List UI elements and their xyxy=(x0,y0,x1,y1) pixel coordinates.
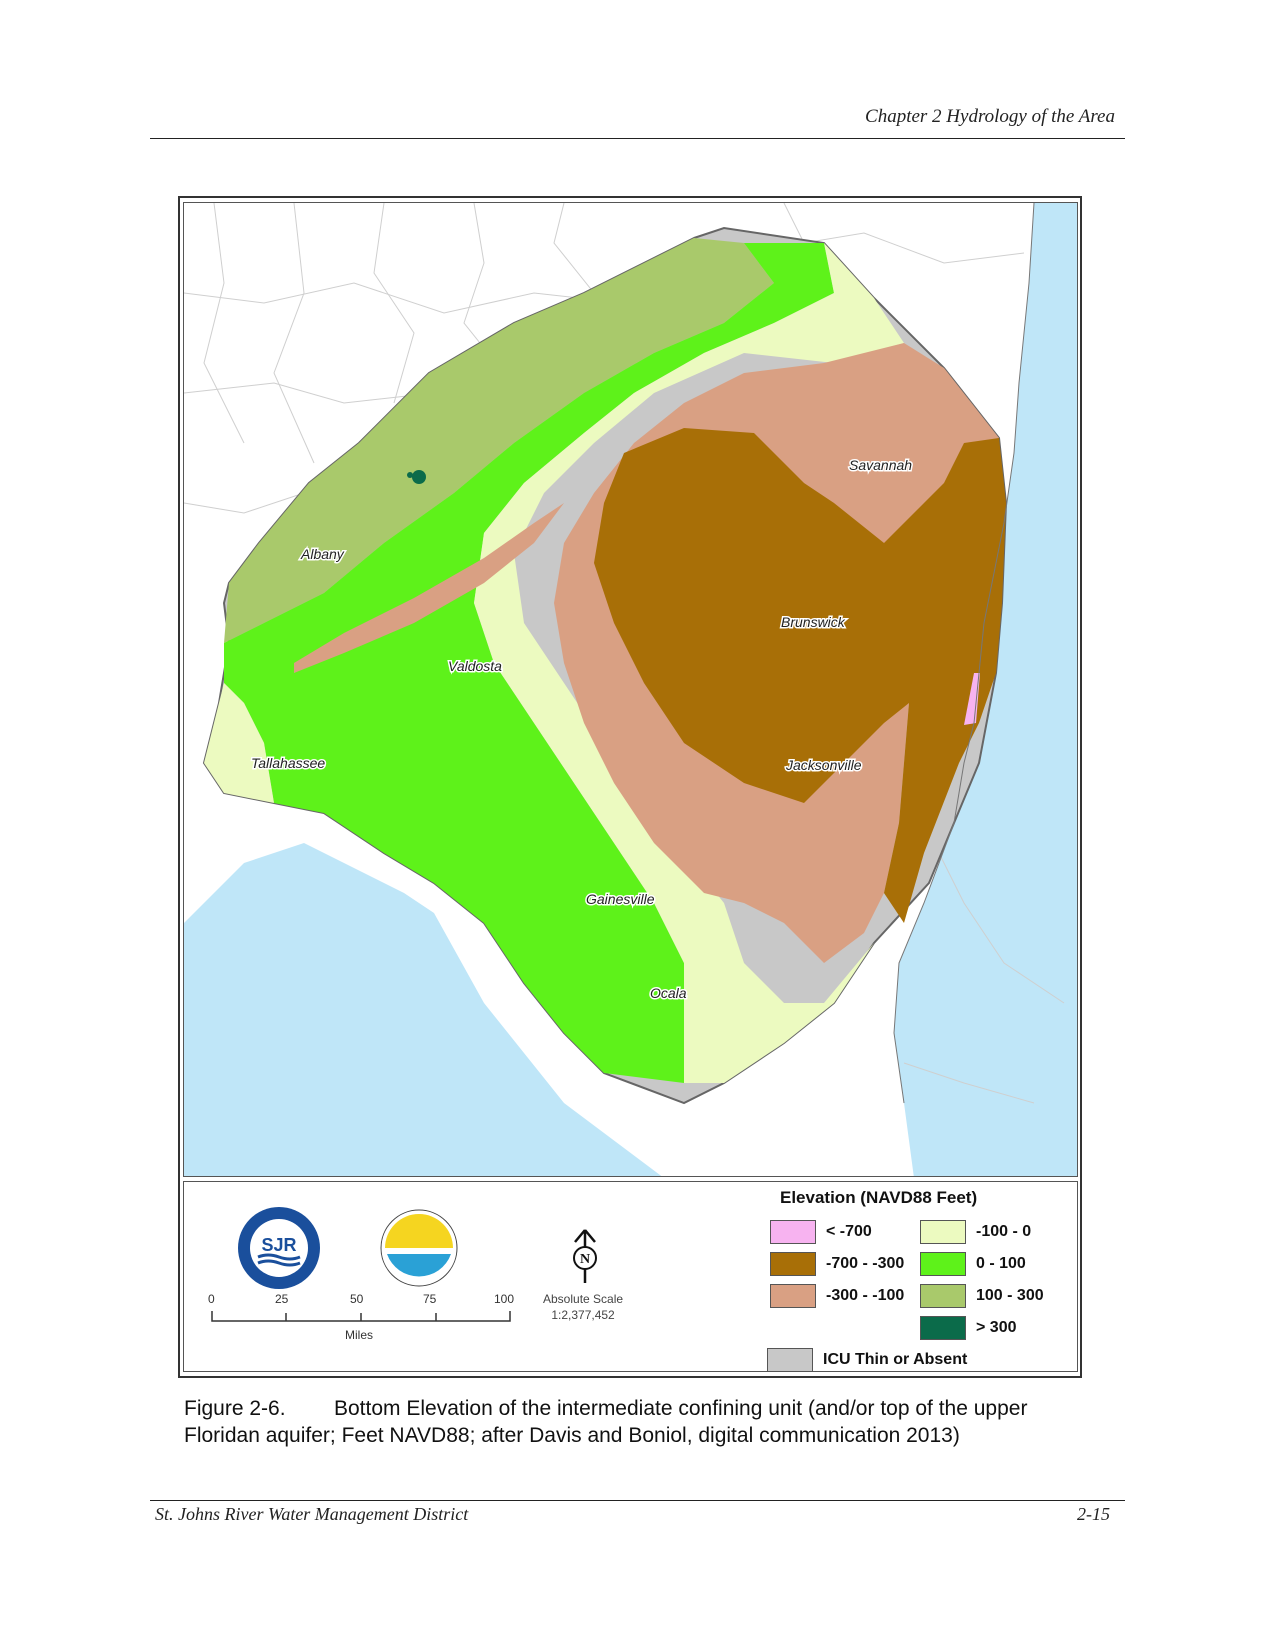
map-panel: Savannah Albany Brunswick Valdosta Talla… xyxy=(183,202,1078,1177)
zone-0-100 xyxy=(224,243,834,1083)
elevation-map: Savannah Albany Brunswick Valdosta Talla… xyxy=(184,203,1065,1176)
sjr-logo-text: SJR xyxy=(261,1235,296,1255)
city-label-valdosta: Valdosta xyxy=(448,658,502,674)
figure-frame xyxy=(178,196,1082,1378)
suwannee-logo: SUWANNEE RIVER xyxy=(380,1209,458,1287)
chapter-title: Chapter 2 Hydrology of the Area xyxy=(865,106,1115,127)
north-symbol: N xyxy=(580,1252,590,1267)
scale-tick-0: 0 xyxy=(208,1292,215,1306)
legend-swatch xyxy=(920,1252,966,1276)
legend-label: 100 - 300 xyxy=(976,1287,1044,1304)
scale-tick-50: 50 xyxy=(350,1292,364,1306)
footer-rule xyxy=(150,1500,1125,1501)
legend-label: -300 - -100 xyxy=(826,1287,905,1304)
footer-organization: St. Johns River Water Management Distric… xyxy=(155,1504,469,1524)
zone-gt-300-spot xyxy=(412,470,426,484)
zone-gt-300-spot-2 xyxy=(407,472,413,478)
legend-item-icu-thin: ICU Thin or Absent xyxy=(767,1347,967,1373)
legend-swatch xyxy=(920,1220,966,1244)
zone-neg700-neg300 xyxy=(594,428,1006,923)
zone-neg300-neg100-band xyxy=(294,503,564,673)
legend-item-neg700-neg300: -700 - -300 xyxy=(770,1251,904,1277)
legend-swatch xyxy=(770,1284,816,1308)
page-number: 2-15 xyxy=(1077,1504,1110,1524)
legend-item-gt-300: > 300 xyxy=(920,1315,1016,1341)
legend-item-lt-neg700: < -700 xyxy=(770,1219,872,1245)
scale-tick-100: 100 xyxy=(494,1292,515,1306)
coastline xyxy=(893,203,1035,1104)
zone-lt-neg700 xyxy=(964,673,980,725)
legend-swatch xyxy=(920,1316,966,1340)
city-label-gainesville: Gainesville xyxy=(586,891,655,907)
legend-item-neg100-0: -100 - 0 xyxy=(920,1219,1031,1245)
scale-unit: Miles xyxy=(345,1328,374,1342)
legend-panel xyxy=(183,1181,1078,1372)
city-label-brunswick: Brunswick xyxy=(781,614,846,630)
city-label-ocala: Ocala xyxy=(650,985,687,1001)
scale-tick-75: 75 xyxy=(423,1292,437,1306)
zone-neg100-0 xyxy=(474,243,904,1083)
suwannee-logo-text: SUWANNEE RIVER xyxy=(387,1248,451,1255)
legend-swatch xyxy=(767,1348,813,1372)
legend-label: -700 - -300 xyxy=(826,1255,905,1272)
figure-number: Figure 2-6. xyxy=(184,1397,286,1420)
legend-label: ICU Thin or Absent xyxy=(823,1351,968,1368)
legend-swatch xyxy=(770,1252,816,1276)
legend-label: > 300 xyxy=(976,1319,1017,1336)
zone-neg100-0-west xyxy=(204,683,274,803)
legend-title: Elevation (NAVD88 Feet) xyxy=(780,1188,978,1207)
city-label-savannah: Savannah xyxy=(849,457,912,473)
city-label-tallahassee: Tallahassee xyxy=(251,755,325,771)
legend-item-neg300-neg100: -300 - -100 xyxy=(770,1283,904,1309)
legend-item-100-300: 100 - 300 xyxy=(920,1283,1044,1309)
legend-swatch xyxy=(770,1220,816,1244)
header-rule xyxy=(150,138,1125,139)
legend-item-0-100: 0 - 100 xyxy=(920,1251,1026,1277)
legend-label: 0 - 100 xyxy=(976,1255,1026,1272)
city-label-albany: Albany xyxy=(300,546,345,562)
absolute-scale: Absolute Scale 1:2,377,452 xyxy=(543,1291,623,1323)
legend-label: < -700 xyxy=(826,1223,872,1240)
sjr-logo: SJR xyxy=(238,1207,320,1289)
absolute-scale-label: Absolute Scale xyxy=(543,1292,624,1306)
city-label-jacksonville: Jacksonville xyxy=(785,757,862,773)
figure-caption: Figure 2-6. Bottom Elevation of the inter… xyxy=(184,1395,1084,1449)
figure-caption-text: Bottom Elevation of the intermediate con… xyxy=(184,1397,1028,1447)
legend-swatch xyxy=(920,1284,966,1308)
legend-label: -100 - 0 xyxy=(976,1223,1032,1240)
scale-bar-line xyxy=(211,1311,511,1322)
north-arrow-icon: N xyxy=(573,1229,597,1283)
scale-tick-25: 25 xyxy=(275,1292,289,1306)
absolute-scale-value: 1:2,377,452 xyxy=(551,1308,615,1322)
zone-100-300 xyxy=(224,238,774,643)
